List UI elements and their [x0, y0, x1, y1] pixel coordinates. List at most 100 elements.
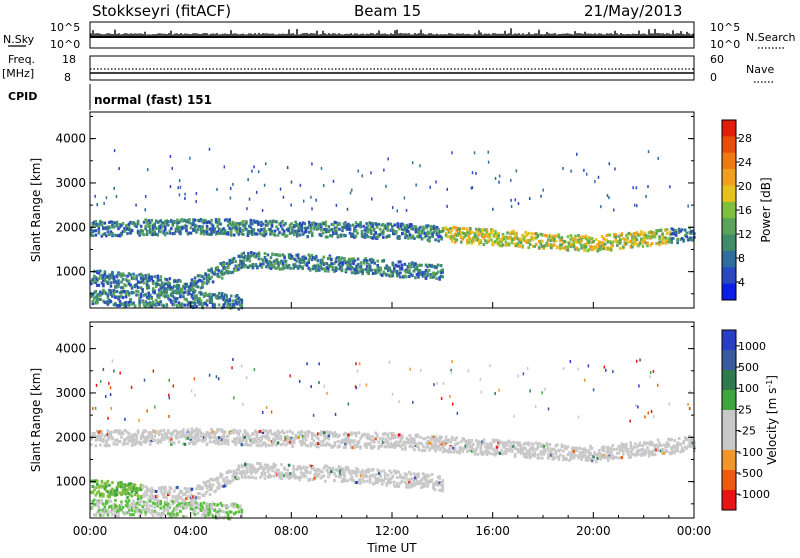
echo-cell: [98, 232, 101, 235]
echo-cell: [661, 242, 664, 245]
echo-cell: [190, 226, 193, 229]
echo-speck: [562, 167, 564, 170]
echo-cell: [559, 246, 562, 249]
echo-cell: [166, 291, 169, 294]
echo-cell: [143, 494, 146, 497]
echo-speck: [510, 199, 512, 202]
echo-cell: [227, 224, 230, 227]
echo-cell: [685, 235, 688, 238]
echo-cell: [167, 429, 170, 432]
echo-cell: [137, 286, 140, 289]
echo-cell: [541, 240, 544, 243]
echo-cell: [340, 233, 343, 236]
echo-cell: [622, 450, 625, 453]
echo-cell: [166, 232, 169, 235]
echo-cell: [646, 244, 649, 247]
echo-speck: [529, 197, 531, 200]
echo-cell: [114, 296, 117, 299]
echo-cell: [262, 259, 265, 262]
echo-cell: [497, 237, 500, 240]
echo-cell: [500, 449, 503, 452]
echo-cell: [206, 442, 209, 445]
echo-cell: [287, 229, 290, 232]
echo-cell: [376, 260, 379, 263]
echo-cell: [446, 235, 449, 238]
echo-cell: [264, 477, 267, 480]
echo-cell: [153, 435, 156, 438]
echo-cell: [328, 225, 331, 228]
echo-speck: [113, 187, 115, 190]
echo-cell: [306, 226, 309, 229]
echo-cell: [173, 221, 176, 224]
y-tick-label: 2000: [55, 220, 86, 234]
echo-cell: [250, 219, 253, 222]
echo-cell: [558, 233, 561, 236]
echo-cell: [278, 231, 281, 234]
echo-cell: [373, 441, 376, 444]
echo-cell: [265, 230, 268, 233]
echo-speck: [321, 167, 323, 170]
echo-cell: [452, 451, 455, 454]
echo-cell: [401, 436, 404, 439]
echo-cell: [117, 279, 120, 282]
echo-cell: [216, 430, 219, 433]
echo-cell: [110, 281, 113, 284]
freq-tick-bottom: 8: [64, 71, 71, 84]
echo-cell: [382, 236, 385, 239]
colorbar-swatch: [722, 284, 736, 301]
echo-cell: [172, 432, 175, 435]
echo-speck: [472, 171, 474, 174]
echo-speck: [249, 198, 251, 201]
echo-cell: [367, 272, 370, 275]
echo-cell: [280, 435, 283, 438]
echo-cell: [280, 463, 283, 466]
echo-cell: [565, 458, 568, 461]
echo-cell: [338, 223, 341, 226]
echo-cell: [283, 256, 286, 259]
echo-cell: [176, 304, 179, 307]
echo-speck: [492, 208, 494, 211]
echo-cell: [486, 228, 489, 231]
echo-cell: [137, 294, 140, 297]
echo-cell: [363, 262, 366, 265]
echo-cell: [102, 493, 105, 496]
echo-cell: [415, 225, 418, 228]
echo-cell: [458, 227, 461, 230]
echo-cell: [326, 236, 329, 239]
colorbar-swatch: [722, 267, 736, 284]
echo-cell: [146, 439, 149, 442]
velocity-echoes: [90, 358, 696, 520]
colorbar-swatch: [722, 153, 736, 170]
echo-cell: [179, 280, 182, 283]
echo-cell: [424, 437, 427, 440]
echo-cell: [361, 230, 364, 233]
echo-cell: [327, 270, 330, 273]
echo-cell: [256, 233, 259, 236]
echo-cell: [349, 225, 352, 228]
echo-cell: [419, 269, 422, 272]
echo-cell: [126, 496, 129, 499]
echo-speck: [216, 188, 218, 191]
echo-cell: [132, 273, 135, 276]
echo-cell: [666, 228, 669, 231]
echo-cell: [146, 230, 149, 233]
echo-cell: [233, 428, 236, 431]
echo-cell: [607, 459, 610, 462]
echo-cell: [249, 476, 252, 479]
echo-speck: [516, 169, 518, 172]
echo-speck: [184, 193, 186, 196]
echo-cell: [297, 436, 300, 439]
echo-cell: [670, 240, 673, 243]
echo-cell: [591, 447, 594, 450]
echo-speck: [594, 180, 596, 183]
echo-cell: [279, 254, 282, 257]
echo-cell: [187, 495, 190, 498]
echo-cell: [170, 435, 173, 438]
echo-cell: [137, 429, 140, 432]
echo-cell: [215, 436, 218, 439]
echo-speck: [336, 204, 338, 207]
echo-cell: [222, 434, 225, 437]
echo-cell: [271, 230, 274, 233]
echo-cell: [328, 435, 331, 438]
